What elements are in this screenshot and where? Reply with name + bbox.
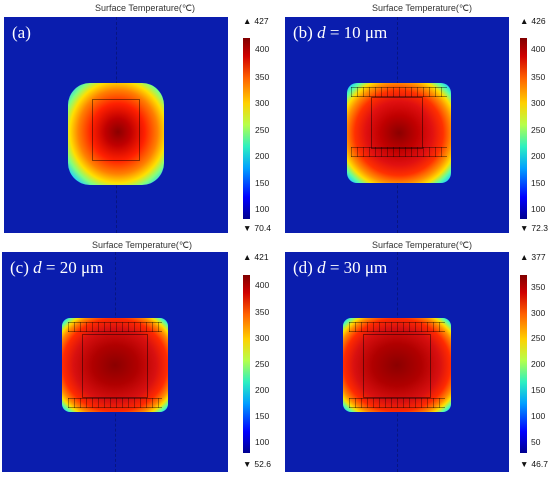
panel-d-tick: 200 — [531, 359, 546, 369]
panel-a-tick: 400 — [255, 44, 270, 54]
panel-d-tick: 300 — [531, 308, 546, 318]
panel-b-tick: 400 — [531, 44, 546, 54]
panel-c-tick: 350 — [255, 307, 270, 317]
panel-d-tick: 350 — [531, 282, 546, 292]
panel-d-tick: 250 — [531, 333, 546, 343]
panel-b-max: ▲ 426 — [520, 16, 546, 26]
panel-a-tick: 200 — [255, 151, 270, 161]
panel-c-tick: 100 — [255, 437, 270, 447]
panel-c-tick: 400 — [255, 280, 270, 290]
panel-c-tick: 250 — [255, 359, 270, 369]
panel-d-tick: 50 — [531, 437, 541, 447]
heat-spot — [347, 83, 451, 183]
panel-a-tick: 350 — [255, 72, 270, 82]
panel-c-tick: 200 — [255, 385, 270, 395]
panel-a-tick: 300 — [255, 98, 270, 108]
panel-a-plot: (a) — [4, 17, 228, 233]
panel-a-title: Surface Temperature(℃) — [95, 3, 195, 13]
panel-a-max: ▲ 427 — [243, 16, 269, 26]
heater-top-hatch — [349, 322, 445, 332]
panel-c-tick: 300 — [255, 333, 270, 343]
panel-d-tick: 100 — [531, 411, 546, 421]
panel-d-colorbar — [520, 275, 527, 453]
heat-spot — [68, 83, 164, 185]
panel-d-plot: (d) d = 30 μm — [285, 252, 509, 472]
panel-a-label: (a) — [12, 23, 31, 42]
panel-b-label: (b) d = 10 μm — [293, 23, 388, 42]
panel-b-title: Surface Temperature(℃) — [372, 3, 472, 13]
panel-b-plot: (b) d = 10 μm — [285, 17, 509, 233]
heater-bottom-hatch — [349, 398, 445, 408]
panel-b-tick: 300 — [531, 98, 546, 108]
panel-d-max: ▲ 377 — [520, 252, 546, 262]
panel-c-colorbar — [243, 275, 250, 453]
heat-spot — [343, 318, 451, 412]
panel-b-colorbar — [520, 38, 527, 219]
panel-a-tick: 100 — [255, 204, 270, 214]
heater-outline — [92, 99, 140, 161]
heater-outline — [371, 97, 423, 149]
heater-outline — [82, 334, 148, 398]
panel-c-label: (c) d = 20 μm — [10, 258, 104, 277]
panel-d-label: (d) d = 30 μm — [293, 258, 388, 277]
panel-d-tick: 150 — [531, 385, 546, 395]
panel-b-tick: 100 — [531, 204, 546, 214]
panel-b-tick: 200 — [531, 151, 546, 161]
panel-b-tick: 150 — [531, 178, 546, 188]
panel-a-tick: 150 — [255, 178, 270, 188]
panel-d-min: ▼ 46.7 — [520, 459, 548, 469]
panel-c-min: ▼ 52.6 — [243, 459, 271, 469]
heater-bottom-hatch — [351, 147, 447, 157]
heater-top-hatch — [351, 87, 447, 97]
heat-spot — [62, 318, 168, 412]
panel-a-min: ▼ 70.4 — [243, 223, 271, 233]
panel-d-title: Surface Temperature(℃) — [372, 240, 472, 250]
panel-b-tick: 250 — [531, 125, 546, 135]
heater-bottom-hatch — [68, 398, 162, 408]
panel-b-tick: 350 — [531, 72, 546, 82]
panel-b-min: ▼ 72.3 — [520, 223, 548, 233]
heater-top-hatch — [68, 322, 162, 332]
panel-c-title: Surface Temperature(℃) — [92, 240, 192, 250]
heater-outline — [363, 334, 431, 398]
panel-a-tick: 250 — [255, 125, 270, 135]
panel-c-max: ▲ 421 — [243, 252, 269, 262]
panel-a-colorbar — [243, 38, 250, 219]
panel-c-plot: (c) d = 20 μm — [2, 252, 228, 472]
panel-c-tick: 150 — [255, 411, 270, 421]
